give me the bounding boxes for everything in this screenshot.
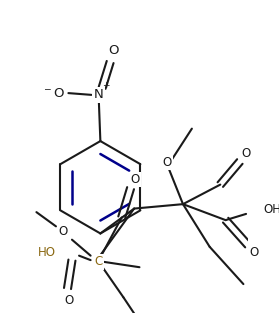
- Text: +: +: [102, 81, 109, 90]
- Text: O: O: [162, 156, 172, 169]
- Text: O: O: [109, 44, 119, 57]
- Text: HO: HO: [38, 247, 56, 260]
- Text: O: O: [249, 247, 259, 260]
- Text: O: O: [130, 173, 140, 186]
- Text: OH: OH: [264, 203, 279, 216]
- Text: C: C: [95, 256, 103, 268]
- Text: O: O: [65, 294, 74, 307]
- Text: $^-$O: $^-$O: [42, 87, 66, 100]
- Text: O: O: [241, 147, 251, 160]
- Text: O: O: [58, 225, 68, 238]
- Text: N: N: [94, 88, 104, 101]
